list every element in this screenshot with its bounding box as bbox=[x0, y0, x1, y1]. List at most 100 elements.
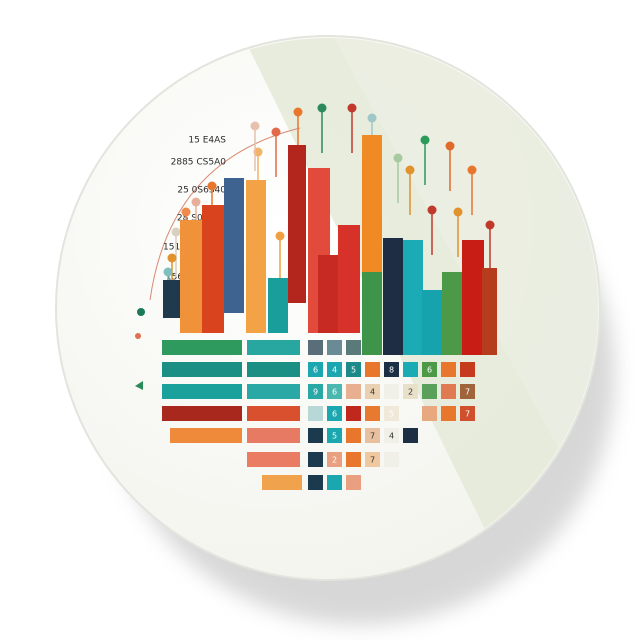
cell bbox=[460, 384, 475, 399]
cell bbox=[308, 384, 323, 399]
cell-label: 9 bbox=[313, 388, 318, 397]
cell bbox=[384, 384, 399, 399]
cell bbox=[308, 428, 323, 443]
cell bbox=[327, 340, 342, 355]
cell bbox=[422, 406, 437, 421]
cell bbox=[346, 475, 361, 490]
cell-label: 4 bbox=[389, 432, 394, 441]
pin-head bbox=[445, 141, 455, 151]
bar bbox=[163, 280, 183, 318]
cell-label: 7 bbox=[370, 432, 375, 441]
cell bbox=[327, 406, 342, 421]
axis-label: 2885 CS5A0 bbox=[171, 158, 227, 168]
pin-head bbox=[271, 127, 281, 137]
bar bbox=[403, 240, 423, 355]
cell-label: 6 bbox=[332, 410, 337, 419]
cell-label: 6 bbox=[313, 366, 318, 375]
axis-label: 25 0S6S40 bbox=[177, 186, 226, 196]
pin-head bbox=[275, 231, 285, 241]
hbar bbox=[247, 340, 300, 355]
bar bbox=[362, 135, 382, 275]
bar bbox=[462, 240, 484, 355]
hbar bbox=[162, 340, 242, 355]
cell bbox=[384, 406, 399, 421]
cell bbox=[441, 362, 456, 377]
pin-head bbox=[485, 220, 495, 230]
cell bbox=[384, 452, 399, 467]
pin-head bbox=[427, 205, 437, 215]
pin-head bbox=[347, 103, 357, 113]
marker bbox=[135, 333, 141, 339]
cell bbox=[365, 362, 380, 377]
axis-label: 28 S008AS bbox=[177, 214, 226, 224]
bar bbox=[246, 180, 266, 333]
pin-head bbox=[317, 103, 327, 113]
cell bbox=[308, 452, 323, 467]
cell bbox=[403, 384, 418, 399]
cell bbox=[308, 362, 323, 377]
pin-head bbox=[453, 207, 463, 217]
pin-head bbox=[293, 107, 303, 117]
pin-head bbox=[420, 135, 430, 145]
cell bbox=[346, 428, 361, 443]
cell-label: 5 bbox=[389, 410, 394, 419]
cell bbox=[460, 362, 475, 377]
bar bbox=[362, 272, 382, 355]
cell bbox=[365, 406, 380, 421]
hbar bbox=[247, 452, 300, 467]
cell bbox=[422, 362, 437, 377]
bar bbox=[442, 272, 462, 355]
pin-head bbox=[393, 153, 403, 163]
cell bbox=[346, 452, 361, 467]
cell bbox=[327, 428, 342, 443]
arc bbox=[149, 127, 301, 301]
cell bbox=[365, 428, 380, 443]
hbar bbox=[162, 362, 242, 377]
axis-label: 15 E4AS bbox=[188, 136, 226, 146]
pin-head bbox=[467, 165, 477, 175]
cell bbox=[422, 384, 437, 399]
graphics: 6 4 5 8 6 9 6 4 2 7 6 5 7 5 7 4 2 7 bbox=[135, 103, 497, 490]
cell bbox=[346, 384, 361, 399]
cell bbox=[441, 384, 456, 399]
cell-label: 4 bbox=[332, 366, 337, 375]
bar bbox=[482, 268, 497, 355]
cell bbox=[460, 406, 475, 421]
cell bbox=[327, 475, 342, 490]
pin-head bbox=[207, 181, 217, 191]
hbar bbox=[170, 428, 242, 443]
cell bbox=[441, 406, 456, 421]
pin-head bbox=[250, 121, 260, 131]
cell bbox=[327, 362, 342, 377]
pin-head bbox=[405, 165, 415, 175]
pin-head bbox=[171, 227, 181, 237]
marker bbox=[135, 381, 143, 390]
cell-label: 5 bbox=[351, 366, 356, 375]
cell-label: 7 bbox=[465, 388, 470, 397]
cell bbox=[365, 384, 380, 399]
cell-label: 2 bbox=[408, 388, 413, 397]
cell-label: 7 bbox=[370, 456, 375, 465]
cell bbox=[308, 406, 323, 421]
pin-head bbox=[191, 197, 201, 207]
cell bbox=[384, 428, 399, 443]
cell-label: 5 bbox=[332, 432, 337, 441]
hbar bbox=[247, 362, 300, 377]
cell bbox=[365, 452, 380, 467]
hbar bbox=[247, 428, 300, 443]
cell bbox=[346, 362, 361, 377]
cell-label: 7 bbox=[465, 410, 470, 419]
cell bbox=[308, 340, 323, 355]
cell bbox=[308, 475, 323, 490]
bar bbox=[338, 225, 360, 333]
bar bbox=[422, 290, 442, 355]
bar bbox=[268, 278, 288, 333]
hbar bbox=[247, 384, 300, 399]
hbar bbox=[247, 406, 300, 421]
cell bbox=[403, 362, 418, 377]
cell bbox=[403, 428, 418, 443]
bar bbox=[224, 178, 244, 313]
hbar bbox=[162, 406, 242, 421]
